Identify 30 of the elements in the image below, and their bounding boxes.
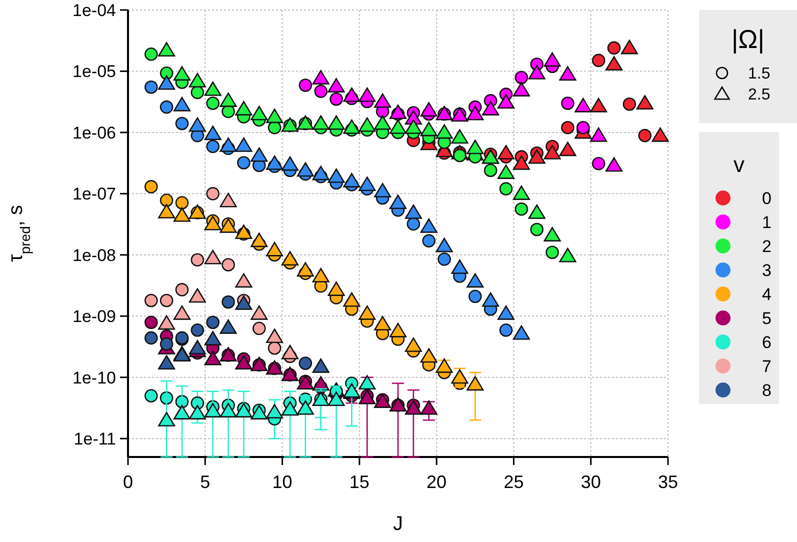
- text: |Ω|: [732, 24, 764, 54]
- legend-label: 5: [762, 308, 772, 328]
- y-tick-label: 1e-06: [72, 123, 116, 142]
- y-tick-label: 1e-09: [72, 307, 116, 326]
- x-tick-label: 10: [272, 472, 292, 492]
- legend-label: 8: [762, 380, 772, 400]
- x-tick-label: 30: [580, 472, 601, 492]
- x-tick-label: 20: [426, 472, 447, 492]
- legend-title: v: [734, 152, 744, 177]
- legend-label: 7: [762, 356, 772, 376]
- legend-label: 6: [762, 332, 772, 352]
- y-tick-label: 1e-08: [72, 246, 116, 265]
- x-tick-label: 0: [122, 472, 134, 492]
- text: 1.5: [748, 66, 770, 83]
- legend-label: 3: [762, 260, 772, 280]
- x-tick-label: 35: [658, 472, 678, 492]
- legend-label: 4: [762, 284, 772, 304]
- legend-label: 1: [762, 212, 772, 232]
- y-tick-label: 1e-11: [74, 430, 116, 449]
- x-tick-label: 5: [200, 472, 210, 492]
- legend-label: 2: [762, 236, 772, 256]
- y-tick-label: 1e-07: [72, 184, 116, 204]
- x-tick-label: 15: [349, 472, 370, 492]
- x-tick-label: 25: [504, 472, 524, 492]
- legend-label: 0: [762, 188, 772, 208]
- text: 2.5: [748, 86, 770, 104]
- x-axis-title: J: [393, 513, 403, 535]
- y-tick-label: 1e-04: [72, 0, 116, 20]
- y-tick-label: 1e-10: [72, 368, 116, 388]
- y-tick-label: 1e-05: [72, 62, 116, 82]
